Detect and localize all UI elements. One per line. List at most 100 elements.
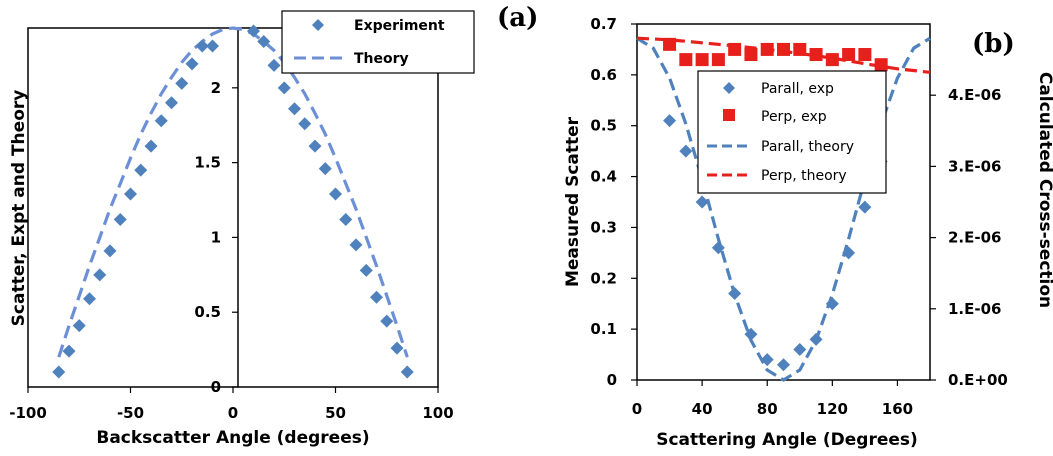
panel-b-series <box>636 36 931 382</box>
legend-parall-exp-swatch-icon <box>723 82 735 94</box>
panel-a-x-ticks: -100 -50 0 50 100 <box>9 387 454 422</box>
parall-exp-point <box>809 332 823 346</box>
experiment-point <box>267 58 281 72</box>
x-tick-label: 120 <box>817 400 848 418</box>
experiment-point <box>206 39 219 53</box>
experiment-point <box>359 263 373 277</box>
y2-tick-label: 1.E-06 <box>948 300 1001 318</box>
x-tick-label: 40 <box>692 400 713 418</box>
experiment-point <box>390 341 404 355</box>
x-tick-label: 0 <box>228 404 238 422</box>
experiment-point <box>257 34 271 48</box>
legend-experiment-label: Experiment <box>354 18 445 34</box>
parall-exp-point <box>825 297 839 311</box>
y-tick-label: 0.7 <box>590 15 617 33</box>
y-tick-label: 1.5 <box>194 154 221 172</box>
y-tick-label: 0.6 <box>590 66 617 84</box>
panel-b-label: (b) <box>972 29 1015 59</box>
y-tick-label: 0.5 <box>590 117 617 135</box>
parall-exp-point <box>858 200 872 214</box>
experiment-point <box>154 114 168 128</box>
parall-exp-point <box>728 287 742 301</box>
x-tick-label: 80 <box>757 400 778 418</box>
y-tick-label: 0.1 <box>590 320 617 338</box>
experiment-point <box>339 212 353 226</box>
legend-theory-label: Theory <box>354 51 409 67</box>
parall-exp-point <box>663 114 677 128</box>
legend-parall-theory-label: Parall, theory <box>761 139 854 155</box>
perp-exp-point <box>695 53 709 67</box>
panel-a: 0 0.5 1 1.5 2 -100 -50 0 50 100 Backscatter Angl… <box>9 3 538 448</box>
panel-a-series <box>52 24 414 379</box>
y-tick-label: 2 <box>211 79 221 97</box>
y-tick-label: 0.5 <box>194 303 221 321</box>
panel-b-left-y-ticks: 0 0.1 0.2 0.3 0.4 0.5 0.6 0.7 <box>590 15 637 389</box>
parall-exp-point <box>793 342 807 356</box>
x-tick-label: 0 <box>632 400 642 418</box>
y-tick-label: 1 <box>211 228 221 246</box>
y2-tick-label: 4.E-06 <box>948 86 1001 104</box>
legend-parall-exp-label: Parall, exp <box>761 81 834 97</box>
parall-exp-point <box>842 246 856 260</box>
experiment-point <box>185 57 199 71</box>
panel-b-right-y-ticks: 0.E+00 1.E-06 2.E-06 3.E-06 4.E-06 <box>930 86 1008 389</box>
perp-exp-point <box>842 48 856 62</box>
experiment-point <box>247 24 260 38</box>
y2-tick-label: 2.E-06 <box>948 229 1001 247</box>
experiment-point <box>277 81 291 95</box>
panel-b-x-ticks: 0 40 80 120 160 <box>632 380 913 418</box>
panel-a-label: (a) <box>497 3 538 33</box>
perp-exp-point <box>793 42 807 56</box>
perp-exp-point <box>809 48 823 62</box>
panel-a-legend-box <box>281 10 475 74</box>
experiment-point <box>72 319 86 333</box>
parall-exp-point <box>777 358 790 372</box>
experiment-point <box>52 365 66 379</box>
experiment-point <box>144 139 158 153</box>
panel-b-right-y-axis-label: Calculated Cross-section <box>1035 72 1053 308</box>
perp-exp-point <box>858 48 872 62</box>
perp-exp-point <box>825 53 839 67</box>
perp-exp-point <box>711 53 725 67</box>
panel-b: 0 0.1 0.2 0.3 0.4 0.5 0.6 0.7 0.E+00 1.E-06 2.E-0… <box>563 15 1053 450</box>
panel-b-x-axis-label: Scattering Angle (Degrees) <box>656 430 918 450</box>
experiment-point <box>308 139 322 153</box>
perp-exp-point <box>777 42 790 56</box>
legend-perp-theory-label: Perp, theory <box>761 168 847 184</box>
experiment-point <box>165 96 178 110</box>
experiment-point <box>175 76 189 90</box>
legend-perp-exp-label: Perp, exp <box>761 109 827 125</box>
experiment-point <box>134 163 148 177</box>
panel-a-legend: Experiment Theory <box>281 10 475 74</box>
legend-experiment-swatch-icon <box>312 19 324 31</box>
perp-exp-point <box>679 53 693 67</box>
legend-perp-exp-swatch-icon <box>723 109 735 121</box>
theory-line <box>57 26 409 358</box>
perp-exp-point <box>663 37 677 51</box>
experiment-point <box>349 238 363 252</box>
y-tick-label: 0 <box>607 371 617 389</box>
experiment-point <box>400 365 414 379</box>
experiment-point <box>288 102 301 116</box>
x-tick-label: -50 <box>117 404 144 422</box>
experiment-point <box>370 290 383 304</box>
experiment-point <box>318 162 332 176</box>
parall-exp-point <box>711 241 725 255</box>
y2-tick-label: 0.E+00 <box>948 371 1008 389</box>
y-tick-label: 0.4 <box>590 168 617 186</box>
experiment-point <box>298 117 312 131</box>
parall-exp-point <box>744 327 758 341</box>
experiment-point <box>62 344 76 358</box>
y-tick-label: 0.3 <box>590 218 617 236</box>
parall-theory-line <box>636 36 931 382</box>
perp-exp-point <box>728 42 742 56</box>
experiment-point <box>83 292 96 306</box>
experiment-point <box>380 314 394 328</box>
parall-exp-point <box>695 195 709 209</box>
panel-b-legend: Parall, exp Perp, exp Parall, theory Per… <box>697 70 887 194</box>
experiment-point <box>124 187 137 201</box>
experiment-point <box>113 212 127 226</box>
y-tick-label: 0.2 <box>590 269 617 287</box>
panel-a-plot-frame <box>27 27 439 388</box>
